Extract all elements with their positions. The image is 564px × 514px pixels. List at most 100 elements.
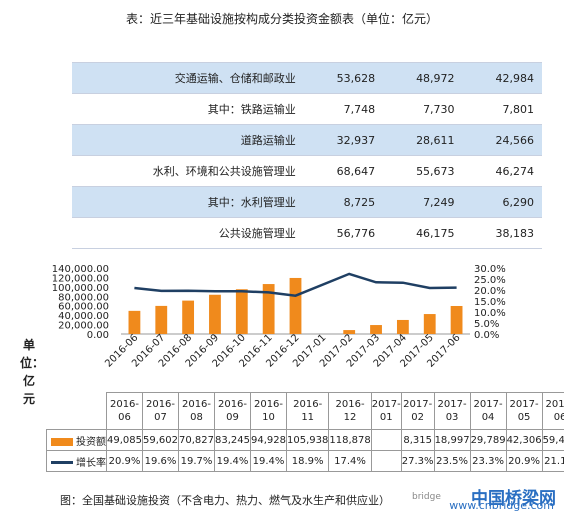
watermark-url: www.cnbridge.com xyxy=(449,499,554,512)
y-left-tick: 60,000.00 xyxy=(58,302,109,313)
y-left-tick: 80,000.00 xyxy=(58,292,109,303)
value-cell: 49,085 xyxy=(106,429,143,451)
value-cell xyxy=(370,450,402,472)
growth-line xyxy=(134,272,457,297)
row-value: 42,984 xyxy=(462,62,542,94)
table-header-row xyxy=(72,36,542,63)
row-value: 55,673 xyxy=(383,155,463,187)
value-cell: 19.4% xyxy=(214,450,251,472)
value-cell: 59,422 xyxy=(541,429,564,451)
row-value: 8,725 xyxy=(303,186,384,218)
category-cell: 2017-05 xyxy=(505,392,543,430)
header-cell xyxy=(462,36,542,63)
bar xyxy=(396,319,409,334)
bar xyxy=(209,294,221,334)
category-cell: 2017-03 xyxy=(433,392,471,430)
row-label: 公共设施管理业 xyxy=(72,217,304,249)
row-value: 7,748 xyxy=(303,93,384,125)
row-label: 其中：铁路运输业 xyxy=(72,93,304,125)
y-left-tick: 140,000.00 xyxy=(52,264,109,275)
bar xyxy=(155,305,168,334)
value-cell: 29,789 xyxy=(469,429,507,451)
category-cell: 2016-07 xyxy=(142,392,179,430)
bar xyxy=(423,314,436,334)
value-cell: 59,602 xyxy=(142,429,179,451)
y-right-tick: 15.0% xyxy=(474,297,506,308)
value-cell: 21.1% xyxy=(541,450,564,472)
category-cell: 2016-08 xyxy=(178,392,215,430)
investment-chart: 140,000.00120,000.00100,000.0080,000.006… xyxy=(52,264,506,370)
y-right-tick: 25.0% xyxy=(474,275,506,286)
category-cell: 2017-06 xyxy=(541,392,564,430)
row-value: 7,801 xyxy=(462,93,542,125)
legend-cell: 增长率 xyxy=(46,450,107,472)
table-title: 表：近三年基础设施按构成分类投资金额表（单位：亿元） xyxy=(125,12,438,26)
value-cell: 23.3% xyxy=(469,450,507,472)
row-value: 28,611 xyxy=(383,124,463,156)
header-cell xyxy=(303,36,384,63)
category-cell: 2017-02 xyxy=(400,392,435,430)
value-cell: 94,928 xyxy=(250,429,287,451)
value-cell: 83,245 xyxy=(214,429,251,451)
row-value: 48,972 xyxy=(383,62,463,94)
bar-swatch-icon xyxy=(51,437,73,446)
bar xyxy=(182,300,195,334)
series-row: 投资额 49,085 59,602 70,827 83,245 94,928 105,938… xyxy=(46,429,564,451)
y-right-tick: 20.0% xyxy=(474,286,506,297)
row-value: 7,730 xyxy=(383,93,463,125)
y-right-tick: 0.0% xyxy=(474,330,499,341)
header-cell xyxy=(72,36,304,63)
category-cell: 2016-11 xyxy=(285,392,330,430)
row-value: 32,937 xyxy=(303,124,384,156)
table-row: 交通运输、仓储和邮政业 53,628 48,972 42,984 xyxy=(72,62,542,94)
value-cell: 105,938 xyxy=(285,429,330,451)
figure-caption: 图：全国基础设施投资（不含电力、热力、燃气及水生产和供应业） xyxy=(60,494,390,507)
y-left-tick: 0.00 xyxy=(87,330,109,341)
row-value: 38,183 xyxy=(462,217,542,249)
chart-data-table: 2016-06 2016-07 2016-08 2016-09 2016-10 2016-… xyxy=(46,392,564,472)
data-table-header: 2016-06 2016-07 2016-08 2016-09 2016-10 2016-… xyxy=(47,392,564,430)
y-right-tick: 10.0% xyxy=(474,308,506,319)
category-cell: 2017-04 xyxy=(469,392,507,430)
category-cell: 2017-01 xyxy=(370,392,402,430)
legend-cell: 投资额 xyxy=(46,429,107,451)
row-label: 其中：水利管理业 xyxy=(72,186,304,218)
watermark-logo: 中国桥梁网 xyxy=(471,489,556,509)
value-cell: 19.4% xyxy=(250,450,287,472)
bar xyxy=(289,277,302,334)
value-cell: 18,997 xyxy=(433,429,471,451)
legend-label: 增长率 xyxy=(76,457,106,469)
row-label: 道路运输业 xyxy=(72,124,304,156)
row-label: 交通运输、仓储和邮政业 xyxy=(72,62,304,94)
series-row: 增长率 20.9% 19.6% 19.7% 19.4% 19.4% 18.9% 17.4% 27… xyxy=(46,450,564,472)
y-left-tick: 20,000.00 xyxy=(58,321,109,332)
category-cell: 2016-09 xyxy=(214,392,251,430)
row-value: 68,647 xyxy=(303,155,384,187)
table-row: 道路运输业 32,937 28,611 24,566 xyxy=(72,124,542,156)
header-cell xyxy=(383,36,463,63)
row-value: 46,274 xyxy=(462,155,542,187)
value-cell: 19.6% xyxy=(142,450,179,472)
value-cell: 20.9% xyxy=(106,450,143,472)
bar xyxy=(262,284,275,334)
category-cell: 2016-10 xyxy=(250,392,287,430)
bar xyxy=(370,325,382,334)
y-left-tick: 100,000.00 xyxy=(52,283,109,294)
table-row: 其中：水利管理业 8,725 7,249 6,290 xyxy=(72,186,542,218)
bar xyxy=(343,330,356,334)
value-cell: 42,306 xyxy=(505,429,543,451)
investment-table: 交通运输、仓储和邮政业 53,628 48,972 42,984 其中：铁路运输业 7,7… xyxy=(72,36,542,249)
row-value: 46,175 xyxy=(383,217,463,249)
bar xyxy=(450,305,463,334)
value-cell: 17.4% xyxy=(328,450,372,472)
watermark-small: bridge xyxy=(412,492,441,502)
row-value: 24,566 xyxy=(462,124,542,156)
category-cell: 2016-06 xyxy=(106,392,143,430)
y-right-tick: 30.0% xyxy=(474,264,506,275)
value-cell: 27.3% xyxy=(400,450,435,472)
row-value: 53,628 xyxy=(303,62,384,94)
corner-cell xyxy=(47,393,107,430)
line-swatch-icon xyxy=(51,461,73,464)
y-right-tick: 5.0% xyxy=(474,319,499,330)
value-cell: 23.5% xyxy=(433,450,471,472)
